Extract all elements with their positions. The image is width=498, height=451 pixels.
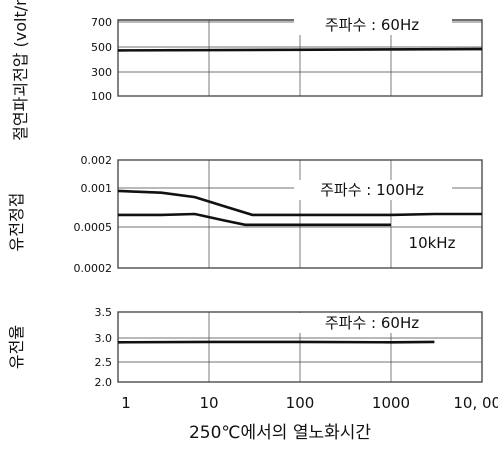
y-tick-label: 0.0005 bbox=[74, 221, 113, 234]
panel-1: 700 500 300 100 주파수 : 60Hz 절연파괴전압 (volt/mil) bbox=[11, 0, 483, 141]
frequency-annotation: 주파수 : 60Hz bbox=[325, 314, 419, 332]
panel-3: 3.5 3.0 2.5 2.0 주파수 : 60Hz 유전율 bbox=[7, 306, 483, 389]
y-axis-label: 유전정접 bbox=[7, 193, 26, 252]
series-label-bg bbox=[406, 234, 458, 252]
annotation-bg bbox=[294, 180, 452, 200]
y-axis-label: 유전율 bbox=[7, 325, 26, 369]
annotation-bg bbox=[294, 15, 452, 35]
x-tick-label: 100 bbox=[286, 394, 315, 412]
y-tick-label: 2.5 bbox=[95, 356, 113, 369]
x-tick-label: 1000 bbox=[372, 394, 410, 412]
y-tick-label: 0.0002 bbox=[74, 262, 113, 275]
y-tick-label: 300 bbox=[91, 66, 112, 79]
frequency-annotation: 주파수 : 100Hz bbox=[320, 181, 424, 199]
x-axis-label: 250℃에서의 열노화시간 bbox=[189, 423, 371, 443]
x-tick-label: 10 bbox=[199, 394, 218, 412]
series-line-1 bbox=[117, 189, 482, 217]
y-tick-label: 0.002 bbox=[81, 154, 113, 167]
x-tick-label: 1 bbox=[121, 394, 131, 412]
frequency-annotation: 주파수 : 60Hz bbox=[325, 16, 419, 34]
y-tick-label: 500 bbox=[91, 41, 112, 54]
panel-2: 0.002 0.001 0.0005 0.0002 주파수 : 100Hz 10kHz 유전… bbox=[7, 154, 483, 275]
y-tick-label: 100 bbox=[91, 90, 112, 103]
y-axis-label: 절연파괴전압 (volt/mil) bbox=[11, 0, 30, 141]
y-tick-label: 700 bbox=[91, 16, 112, 29]
x-tick-label: 10, 000 bbox=[453, 394, 498, 412]
series-label-10khz: 10kHz bbox=[409, 234, 456, 252]
series-line-1 bbox=[117, 47, 483, 52]
series-line-2 bbox=[118, 212, 391, 227]
y-tick-label: 3.5 bbox=[95, 306, 113, 319]
y-tick-label: 3.0 bbox=[95, 332, 113, 345]
y-tick-label: 2.0 bbox=[95, 376, 113, 389]
y-tick-label: 0.001 bbox=[81, 182, 113, 195]
annotation-bg bbox=[294, 313, 452, 333]
